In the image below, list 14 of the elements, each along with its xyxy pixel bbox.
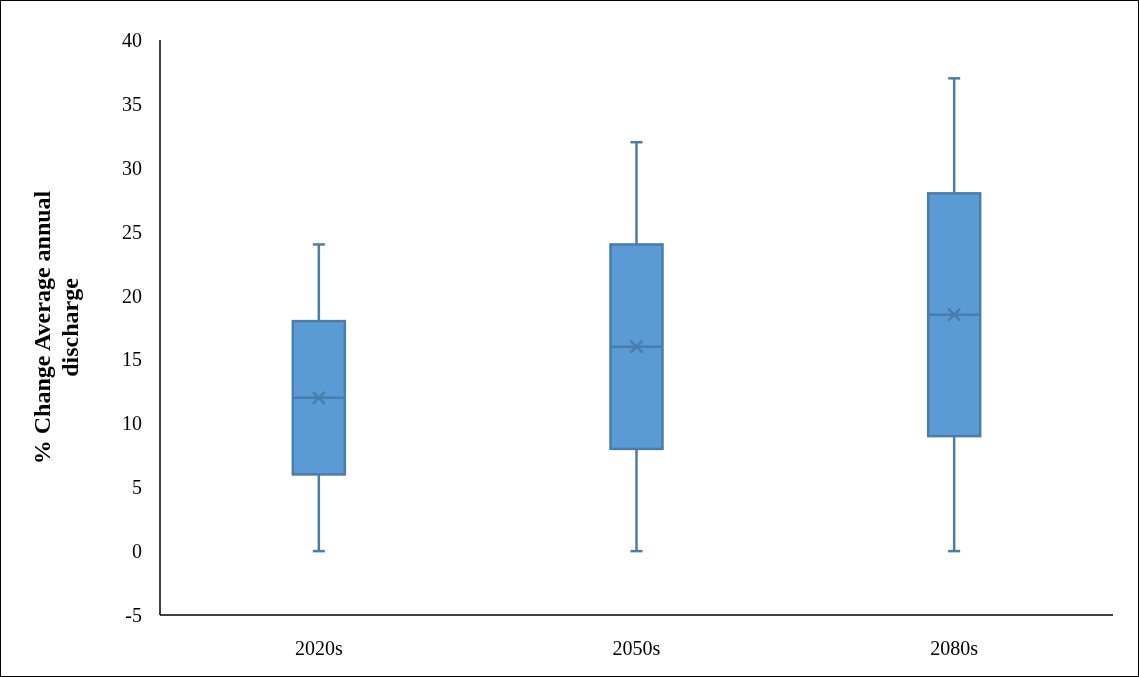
x-tick-label: 2020s <box>294 637 343 659</box>
y-tick-label: 40 <box>122 29 142 51</box>
y-tick-label: 20 <box>122 284 142 307</box>
y-axis-title: % Change Average annual discharge <box>29 190 83 465</box>
y-tick-label: 35 <box>122 92 142 115</box>
y-tick-label: 15 <box>122 348 142 371</box>
x-tick-label: 2050s <box>612 637 661 659</box>
y-tick-label: -5 <box>125 604 142 626</box>
y-tick-label: 0 <box>132 540 142 563</box>
y-tick-label: 5 <box>132 476 142 499</box>
x-tick-label: 2080s <box>930 637 979 659</box>
y-tick-label: 30 <box>122 156 142 179</box>
y-tick-label: 25 <box>122 220 142 243</box>
y-tick-label: 10 <box>122 412 142 435</box>
